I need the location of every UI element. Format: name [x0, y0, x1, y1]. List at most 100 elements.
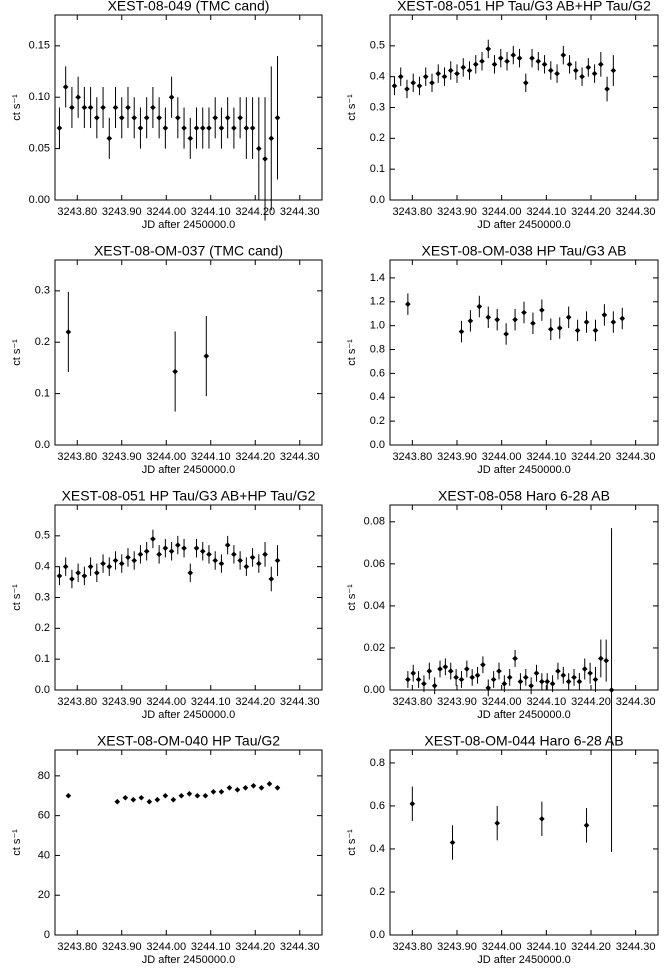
y-tick-label: 0.1	[35, 653, 50, 665]
data-point	[466, 67, 473, 74]
x-axis-label: JD after 2450000.0	[477, 219, 571, 231]
x-tick-label: 3244.10	[191, 451, 231, 463]
data-point	[522, 80, 529, 86]
y-tick-label: 0.4	[370, 843, 385, 855]
data-point	[592, 327, 599, 334]
x-tick-label: 3244.00	[146, 696, 186, 708]
y-tick-label: 1.4	[370, 272, 385, 284]
x-tick-label: 3243.80	[57, 941, 97, 953]
data-point	[224, 542, 231, 548]
data-point	[529, 55, 535, 61]
data-point	[548, 67, 554, 74]
y-tick-label: 0	[44, 929, 50, 941]
x-tick-label: 3243.90	[102, 451, 142, 463]
data-point	[449, 839, 456, 846]
data-point	[202, 792, 209, 799]
data-point	[416, 83, 423, 89]
data-point	[62, 563, 69, 570]
data-point	[504, 58, 510, 65]
data-point	[453, 674, 459, 681]
x-axis-label: JD after 2450000.0	[142, 954, 236, 966]
data-point	[539, 678, 545, 685]
data-point	[490, 676, 497, 683]
data-point	[206, 125, 212, 131]
data-point	[94, 570, 100, 576]
data-point	[592, 676, 599, 683]
data-point	[256, 145, 262, 152]
data-point	[75, 94, 81, 101]
data-point	[87, 104, 94, 111]
panel: XEST-08-OM-037 (TMC cand) 3243.80 3243.90 3…	[11, 243, 323, 476]
y-tick-label: 0.1	[370, 163, 385, 175]
data-point	[168, 94, 175, 101]
data-point	[512, 316, 518, 323]
data-point	[262, 156, 268, 162]
data-point	[510, 52, 517, 58]
y-tick-label: 40	[38, 849, 50, 861]
panel: XEST-08-051 HP Tau/G3 AB+HP Tau/G2 3243.8…	[346, 0, 659, 231]
data-point	[583, 319, 590, 325]
data-point	[533, 670, 540, 676]
data-point	[193, 545, 200, 551]
x-tick-label: 3244.10	[191, 206, 231, 218]
x-tick-label: 3244.10	[191, 941, 231, 953]
data-point	[131, 114, 138, 121]
x-tick-label: 3244.00	[482, 206, 522, 218]
x-tick-label: 3244.30	[280, 206, 320, 218]
data-point	[231, 551, 237, 558]
panel-title: XEST-08-OM-038 HP Tau/G3 AB	[422, 243, 627, 259]
x-tick-label: 3243.80	[392, 941, 432, 953]
panel: XEST-08-OM-038 HP Tau/G3 AB 3243.80 3243.9…	[346, 243, 659, 476]
data-point	[65, 792, 72, 799]
data-point	[579, 73, 585, 80]
data-point	[146, 798, 153, 805]
x-tick-label: 3244.00	[482, 941, 522, 953]
panel-title: XEST-08-OM-037 (TMC cand)	[94, 243, 283, 259]
data-point	[565, 678, 572, 685]
data-point	[573, 67, 579, 74]
y-tick-label: 1.2	[370, 296, 385, 308]
x-tick-label: 3243.90	[102, 941, 142, 953]
plot-frame	[389, 504, 659, 691]
x-tick-label: 3243.80	[392, 451, 432, 463]
x-tick-label: 3243.90	[437, 941, 477, 953]
plot-frame	[389, 749, 659, 936]
data-point	[560, 672, 567, 679]
y-tick-label: 0.6	[370, 367, 385, 379]
data-point	[212, 557, 218, 564]
x-tick-label: 3244.30	[616, 206, 656, 218]
x-tick-label: 3244.20	[235, 451, 275, 463]
data-point	[598, 61, 604, 68]
x-tick-label: 3243.80	[392, 206, 432, 218]
y-axis-label: ct s⁻¹	[346, 584, 358, 611]
data-point	[274, 114, 281, 121]
data-point	[106, 135, 113, 142]
data-point	[81, 573, 88, 579]
x-tick-label: 3244.20	[571, 206, 611, 218]
data-point	[268, 135, 275, 142]
data-point	[619, 315, 626, 322]
plot-frame	[54, 259, 323, 446]
data-point	[56, 573, 63, 579]
data-point	[194, 792, 201, 799]
x-axis-label: JD after 2450000.0	[142, 219, 236, 231]
data-point	[422, 73, 429, 80]
data-point	[138, 794, 145, 801]
x-tick-label: 3243.80	[392, 696, 432, 708]
data-point	[554, 70, 560, 77]
data-point	[501, 680, 508, 687]
y-tick-label: 0.0	[35, 684, 50, 696]
data-point	[608, 687, 615, 693]
data-point	[210, 788, 217, 795]
data-point	[137, 551, 144, 558]
y-axis-label: ct s⁻¹	[346, 339, 358, 366]
y-tick-label: 0.3	[35, 591, 50, 603]
x-tick-label: 3244.30	[616, 696, 656, 708]
data-point	[206, 551, 212, 558]
panel-title: XEST-08-051 HP Tau/G3 AB+HP Tau/G2	[62, 488, 316, 504]
panel: XEST-08-051 HP Tau/G3 AB+HP Tau/G2 3243.8…	[11, 488, 323, 721]
data-point	[125, 104, 131, 111]
panel: XEST-08-049 (TMC cand) 3243.80 3243.90 3244…	[11, 0, 323, 231]
data-point	[125, 554, 131, 561]
